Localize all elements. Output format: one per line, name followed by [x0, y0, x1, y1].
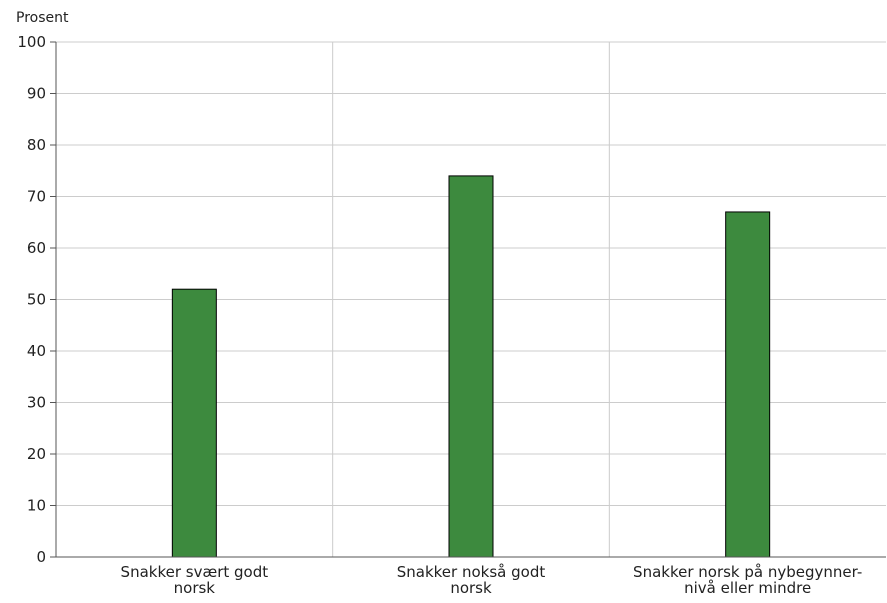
y-tick-label: 90 — [27, 85, 46, 103]
y-tick-label: 30 — [27, 394, 46, 412]
x-category-label: Snakker norsk på nybegynner-nivå eller m… — [633, 563, 862, 597]
y-tick-label: 70 — [27, 188, 46, 206]
x-category-label: Snakker svært godt norsk — [121, 563, 269, 597]
x-category-label: Snakker nokså godt norsk — [397, 563, 546, 597]
y-tick-label: 0 — [36, 548, 46, 566]
y-tick-label: 20 — [27, 445, 46, 463]
bar — [448, 175, 494, 558]
bar — [725, 211, 771, 558]
y-tick-label: 40 — [27, 342, 46, 360]
y-tick-label: 100 — [17, 33, 46, 51]
y-tick-label: 50 — [27, 291, 46, 309]
y-tick-label: 80 — [27, 136, 46, 154]
y-tick-label: 10 — [27, 497, 46, 515]
bars-layer — [171, 175, 771, 558]
y-axis-title: Prosent — [16, 10, 69, 26]
y-tick-label: 60 — [27, 239, 46, 257]
axis-layer: 0 10 20 30 40 50 60 70 80 90 100 Snakker svært godt… — [17, 33, 886, 597]
bar — [171, 288, 217, 558]
